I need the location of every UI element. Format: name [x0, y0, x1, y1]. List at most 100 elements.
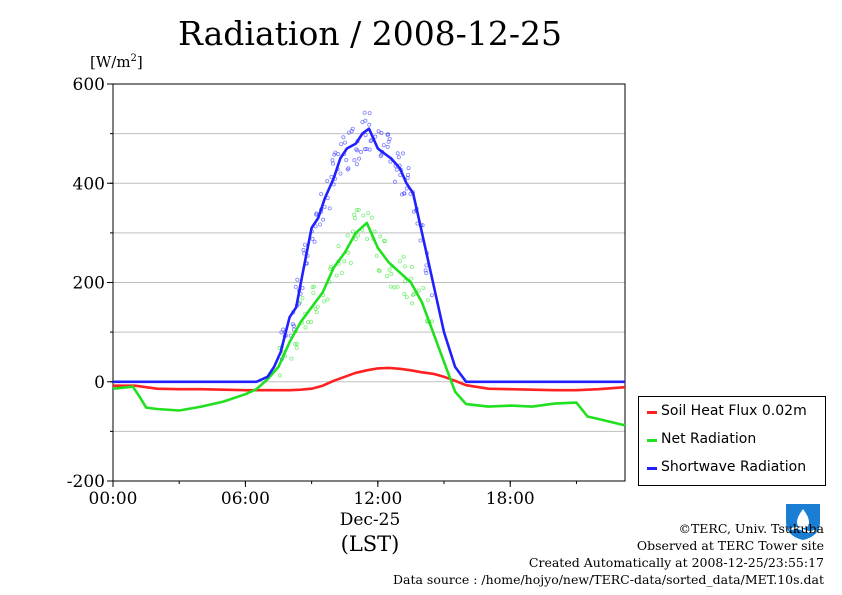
- legend-swatch-shortwave-radiation: [647, 467, 657, 470]
- shortwave-sample-point: [321, 217, 326, 222]
- legend-swatch-soil-heat-flux: [647, 411, 657, 414]
- net-radiation-sample-point: [339, 270, 344, 275]
- net-radiation-sample-point: [416, 288, 421, 293]
- terc-logo-graphic: [786, 504, 820, 540]
- net-radiation-sample-point: [387, 267, 392, 272]
- shortwave-sample-point: [367, 122, 372, 127]
- net-radiation-sample-point: [322, 299, 327, 304]
- shortwave-sample-point: [355, 148, 360, 153]
- shortwave-sample-point: [418, 238, 423, 243]
- net-radiation-sample-point: [421, 286, 426, 291]
- shortwave-sample-point: [385, 144, 390, 149]
- net-radiation-sample-point: [389, 272, 394, 277]
- net-radiation-sample-point: [402, 264, 407, 269]
- y-axis-unit: [W/m2]: [90, 53, 143, 71]
- y-tick-label: 400: [73, 174, 105, 194]
- shortwave-sample-point: [399, 192, 404, 197]
- shortwave-sample-point: [400, 151, 405, 156]
- shortwave-sample-point: [317, 222, 322, 227]
- net-radiation-sample-point: [300, 295, 305, 300]
- shortwave-sample-point: [385, 132, 390, 137]
- net-radiation-sample-point: [356, 233, 361, 238]
- shortwave-sample-point: [331, 161, 336, 166]
- shortwave-sample-point: [310, 236, 315, 241]
- shortwave-sample-point: [406, 166, 411, 171]
- net-radiation-sample-point: [392, 285, 397, 290]
- credit-observed: Observed at TERC Tower site: [636, 538, 824, 553]
- net-radiation-sample-point: [397, 259, 402, 264]
- net-radiation-sample-point: [346, 250, 351, 255]
- net-radiation-sample-point: [334, 273, 339, 278]
- net-radiation-sample-point: [312, 284, 317, 289]
- shortwave-sample-point: [293, 284, 298, 289]
- shortwave-sample-point: [388, 159, 393, 164]
- chart-legend: Soil Heat Flux 0.02m Net Radiation Short…: [638, 396, 826, 486]
- shortwave-sample-point: [325, 178, 330, 183]
- net-radiation-sample-point: [303, 325, 308, 330]
- legend-label-net-radiation: Net Radiation: [661, 431, 757, 447]
- net-radiation-sample-point: [402, 292, 407, 297]
- net-radiation-sample-point: [365, 236, 370, 241]
- net-radiation-sample-point: [310, 285, 315, 290]
- shortwave-sample-point: [363, 133, 368, 138]
- x-axis-label: (LST): [340, 532, 400, 556]
- net-radiation-sample-point: [388, 284, 393, 289]
- credit-source: Data source : /home/hojyo/new/TERC-data/…: [392, 572, 824, 587]
- net-radiation-sample-point: [342, 259, 347, 264]
- shortwave-sample-point: [368, 139, 373, 144]
- shortwave-sample-point: [363, 118, 368, 123]
- net-radiation-sample-point: [409, 265, 414, 270]
- shortwave-sample-point: [392, 179, 397, 184]
- credit-copyright: ©TERC, Univ. Tsukuba: [678, 521, 824, 536]
- x-tick-label: 18:00: [486, 489, 535, 509]
- net-radiation-sample-point: [404, 295, 409, 300]
- net-radiation-sample-point: [305, 319, 310, 324]
- shortwave-sample-point: [281, 327, 286, 332]
- net-radiation-sample-point: [314, 310, 319, 315]
- net-radiation-sample-point: [378, 234, 383, 239]
- net-radiation-sample-point: [376, 268, 381, 273]
- shortwave-sample-point: [341, 135, 346, 140]
- net-radiation-sample-point: [336, 243, 341, 248]
- shortwave-sample-point: [327, 206, 332, 211]
- y-unit-close: ]: [136, 53, 143, 71]
- legend-label-shortwave-radiation: Shortwave Radiation: [661, 459, 807, 475]
- net-radiation-sample-point: [309, 319, 314, 324]
- shortwave-sample-point: [405, 176, 410, 181]
- net-radiation-line: [112, 221, 626, 427]
- shortwave-sample-point: [319, 192, 324, 197]
- shortwave-sample-point: [302, 242, 307, 247]
- net-radiation-sample-point: [366, 210, 371, 215]
- legend-item-soil-heat-flux: Soil Heat Flux 0.02m: [639, 401, 825, 423]
- net-radiation-sample-point: [352, 212, 357, 217]
- shortwave-sample-point: [301, 247, 306, 252]
- terc-logo: [782, 500, 824, 542]
- shortwave-sample-point: [386, 139, 391, 144]
- net-radiation-sample-point: [401, 254, 406, 259]
- shortwave-sample-point: [396, 155, 401, 160]
- shortwave-sample-point: [292, 323, 297, 328]
- shortwave-sample-point: [363, 147, 368, 152]
- net-radiation-sample-point: [361, 213, 366, 218]
- shortwave-sample-point: [386, 132, 391, 137]
- net-radiation-sample-point: [294, 341, 299, 346]
- shortwave-sample-point: [379, 131, 384, 136]
- shortwave-sample-point: [339, 142, 344, 147]
- shortwave-sample-point: [345, 167, 350, 172]
- y-unit-base: [W/m: [90, 53, 131, 71]
- shortwave-sample-point: [424, 271, 429, 276]
- shortwave-sample-point: [394, 167, 399, 172]
- net-radiation-sample-point: [345, 233, 350, 238]
- chart-title: Radiation / 2008-12-25: [178, 14, 562, 53]
- legend-label-soil-heat-flux: Soil Heat Flux 0.02m: [661, 403, 807, 419]
- net-radiation-sample-point: [411, 292, 416, 297]
- shortwave-sample-point: [358, 149, 363, 154]
- y-tick-label: -200: [67, 472, 105, 492]
- net-radiation-sample-point: [293, 341, 298, 346]
- net-radiation-sample-point: [369, 215, 374, 220]
- shortwave-sample-point: [429, 293, 434, 298]
- net-radiation-sample-point: [383, 239, 388, 244]
- x-tick-label: 12:00: [353, 489, 402, 509]
- net-radiation-sample-point: [409, 276, 414, 281]
- soil-heat-flux-line: [113, 366, 626, 392]
